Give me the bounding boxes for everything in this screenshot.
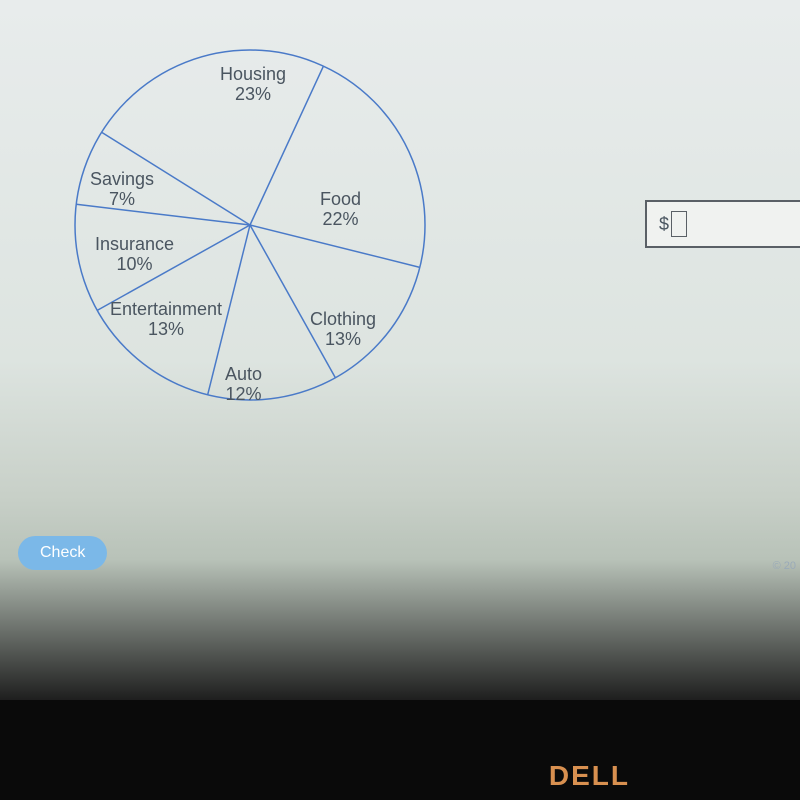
monitor-bezel: DELL	[0, 700, 800, 800]
dollar-prefix: $	[659, 214, 669, 235]
answer-input-container[interactable]: $	[645, 200, 800, 248]
pie-chart-svg	[60, 10, 440, 440]
dell-logo: DELL	[549, 760, 630, 792]
pie-chart: Housing23%Food22%Clothing13%Auto12%Enter…	[60, 10, 440, 440]
answer-input[interactable]	[671, 211, 687, 237]
check-button[interactable]: Check	[18, 536, 107, 570]
content-area: Housing23%Food22%Clothing13%Auto12%Enter…	[0, 0, 800, 700]
copyright-text: © 20	[773, 560, 796, 572]
